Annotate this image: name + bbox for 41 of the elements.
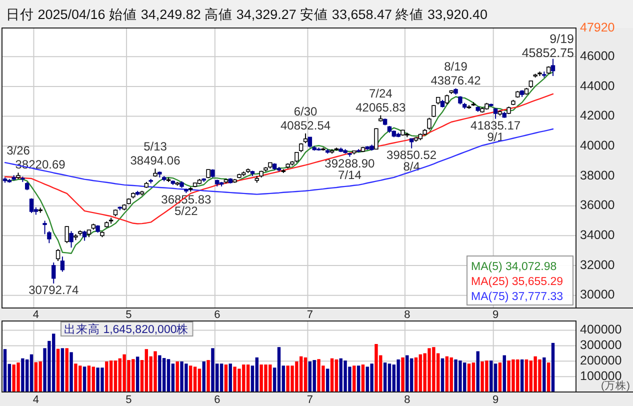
y-tick-label: 46000 — [580, 48, 615, 63]
annotation: 7/24 42065.83 — [356, 86, 406, 114]
text: MA(5) 34,072.98 — [471, 261, 557, 273]
x-tick-label: 4 — [32, 394, 39, 406]
annotation: 30792.74 — [28, 282, 79, 297]
y-tick-label: 40000 — [580, 138, 615, 152]
annotation: 39288.90 7/14 — [324, 156, 376, 182]
x-tick-label: 7 — [306, 309, 313, 321]
y-tick-label: 47920 — [580, 20, 615, 34]
annotation: 41835.17 9/1 — [470, 118, 521, 144]
x-tick-label: 8 — [404, 309, 410, 321]
x-tick-label: 8 — [404, 394, 410, 406]
annotation: 9/19 45852.75 — [522, 32, 574, 60]
x-tick-label: 4 — [32, 309, 39, 321]
y-tick-label: 38000 — [580, 168, 615, 182]
chart-title: 出来高 1,645,820,000株 — [64, 322, 189, 336]
annotation: 8/19 43876.42 — [430, 59, 482, 88]
chart-title: 日付 2025/04/16 始値 34,249.82 高値 34,329.27 安値 33,658.47 終値 33,920.40 — [6, 7, 488, 22]
y-axis-title: (万株) — [601, 379, 630, 392]
text: MA(75) 37,777.33 — [471, 291, 564, 303]
annotation: 5/13 38494.06 — [130, 140, 181, 168]
x-tick-label: 7 — [306, 394, 313, 406]
x-tick-label: 6 — [214, 309, 220, 321]
y-tick-label: 30000 — [580, 288, 615, 302]
y-tick-label: 42000 — [580, 108, 615, 123]
y-tick-label: 300000 — [580, 338, 622, 352]
y-tick-label: 44000 — [580, 78, 615, 93]
y-tick-label: 200000 — [580, 353, 622, 368]
x-tick-label: 5 — [126, 394, 132, 406]
annotation: 39850.52 8/4 — [386, 148, 437, 174]
x-tick-label: 9 — [492, 394, 499, 406]
x-tick-label: 5 — [126, 309, 132, 321]
annotation: 3/26 38220.69 — [6, 144, 66, 172]
y-tick-label: 36000 — [580, 198, 615, 212]
text: MA(25) 35,655.29 — [471, 276, 564, 288]
x-tick-label: 6 — [214, 394, 220, 406]
y-tick-label: 400000 — [580, 322, 622, 337]
y-tick-label: 34000 — [580, 228, 615, 242]
y-tick-label: 32000 — [580, 258, 615, 272]
x-tick-label: 9 — [492, 309, 499, 321]
annotation: 6/30 40852.54 — [280, 104, 331, 132]
